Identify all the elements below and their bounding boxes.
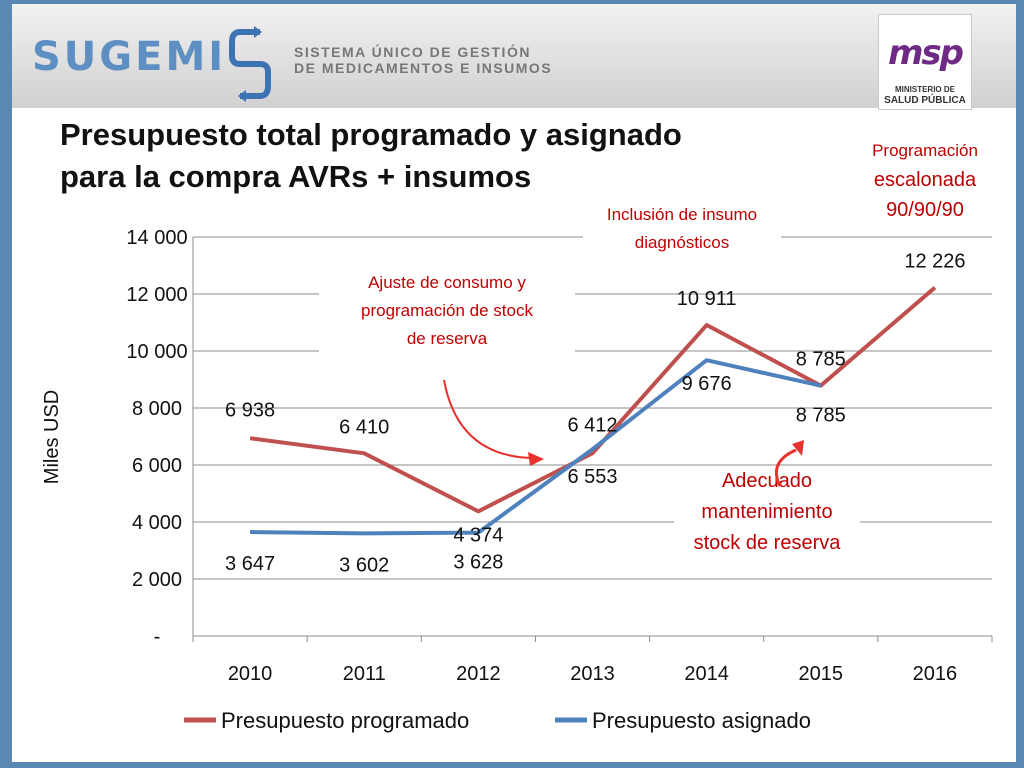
annotation-box [674, 469, 860, 570]
annotation-text: Ajuste de consumo y [368, 273, 526, 292]
y-tick-label: 2 000 [132, 569, 182, 591]
annotation-arrowhead [792, 440, 804, 456]
annotation-arrow [775, 448, 797, 487]
x-tick-label: 2011 [343, 663, 386, 685]
data-label-programado: 4 374 [453, 524, 503, 546]
header-band: SUGEMI SISTEMA ÚNICO DE GESTIÓN DE MEDIC… [12, 4, 1016, 110]
data-label-programado: 6 938 [225, 399, 275, 421]
slide: SUGEMI SISTEMA ÚNICO DE GESTIÓN DE MEDIC… [12, 4, 1016, 762]
data-label-programado: 6 412 [567, 414, 617, 436]
annotation-text: escalonada [874, 169, 977, 191]
annotation-text: mantenimiento [701, 501, 832, 523]
ministry-logo-line1: MINISTERIO DE [894, 85, 955, 94]
annotation-text: Adecuado [722, 470, 812, 492]
data-label-asignado: 3 628 [453, 552, 503, 574]
data-label-programado: 10 911 [677, 288, 737, 310]
brand-subtitle-line2: DE MEDICAMENTOS E INSUMOS [294, 60, 553, 76]
legend-label: Presupuesto asignado [592, 708, 811, 733]
annotation-text: Programación [872, 141, 978, 160]
annotation-box [860, 138, 990, 236]
annotation-arrowhead [528, 452, 544, 466]
series-line [249, 286, 937, 514]
x-tick-label: 2012 [456, 663, 501, 685]
annotation-text: de reserva [407, 329, 488, 348]
ministry-logo: msp MINISTERIO DE SALUD PÚBLICA [878, 14, 972, 110]
annotation-text: stock de reserva [694, 532, 842, 554]
data-label-asignado: 3 602 [339, 554, 389, 576]
brand-name: SUGEMI [32, 34, 227, 80]
y-tick-label: 10 000 [126, 341, 187, 363]
annotation-text: diagnósticos [635, 233, 730, 252]
data-label-asignado: 9 676 [682, 373, 732, 395]
brand-subtitle: SISTEMA ÚNICO DE GESTIÓN DE MEDICAMENTOS… [294, 44, 552, 76]
line-chart: - 2 000 4 000 6 000 8 000 10 000 12 000 14 000 2… [41, 138, 993, 733]
annotation-text: 90/90/90 [886, 199, 964, 221]
x-tick-label: 2010 [228, 663, 273, 685]
y-tick-label: 14 000 [126, 227, 187, 249]
brand-mark-icon [229, 26, 271, 102]
data-label-asignado: 8 785 [796, 405, 846, 427]
x-tick-label: 2014 [684, 663, 729, 685]
annotation-box [583, 202, 781, 266]
series-line [250, 358, 822, 536]
data-label-asignado: 3 647 [225, 553, 275, 575]
data-label-programado: 6 410 [339, 416, 389, 438]
y-tick-label: 12 000 [126, 284, 187, 306]
y-axis-label: Miles USD [41, 390, 63, 484]
annotation-arrow [443, 379, 533, 459]
legend-label: Presupuesto programado [221, 708, 469, 733]
x-tick-label: 2015 [799, 663, 844, 685]
y-tick-label: - [154, 626, 161, 648]
slide-title: Presupuesto total programado y asignado … [60, 114, 800, 198]
y-tick-label: 6 000 [132, 455, 182, 477]
annotation-box [319, 270, 575, 362]
x-tick-label: 2013 [570, 663, 615, 685]
annotation-text: Inclusión de insumo [607, 205, 757, 224]
x-tick-label: 2016 [913, 663, 958, 685]
slide-title-line2: para la compra AVRs + insumos [60, 159, 532, 194]
brand-subtitle-line1: SISTEMA ÚNICO DE GESTIÓN [294, 44, 531, 60]
data-label-asignado: 6 553 [567, 466, 617, 488]
slide-title-line1: Presupuesto total programado y asignado [60, 117, 682, 152]
y-tick-label: 8 000 [132, 398, 182, 420]
data-label-programado: 8 785 [796, 349, 846, 371]
y-tick-label: 4 000 [132, 512, 182, 534]
annotation-text: programación de stock [361, 301, 533, 320]
data-label-programado: 12 226 [904, 251, 965, 273]
ministry-logo-line2: SALUD PÚBLICA [884, 95, 966, 106]
ministry-logo-letters: msp [887, 33, 964, 73]
